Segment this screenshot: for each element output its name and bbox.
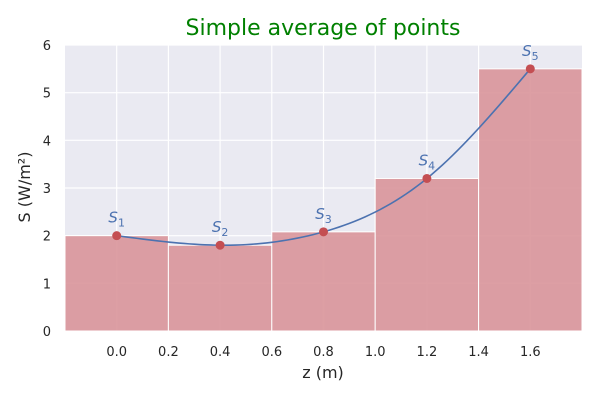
x-tick-label: 0.0 [106, 345, 127, 360]
point-label: S5 [522, 42, 539, 63]
bar [478, 68, 583, 332]
x-tick-label: 0.6 [261, 345, 282, 360]
chart-title: Simple average of points [186, 16, 461, 41]
data-point [319, 227, 328, 237]
bar [271, 231, 376, 332]
y-tick-label: 4 [43, 134, 51, 149]
data-point [422, 173, 432, 183]
x-axis-label: z (m) [302, 363, 344, 382]
y-tick-label: 2 [43, 230, 51, 245]
x-tick-labels: 0.0 0.2 0.4 0.6 0.8 1.0 1.2 1.4 1.6 [106, 345, 540, 360]
data-point [112, 231, 122, 241]
data-point [215, 240, 225, 250]
point-label: S3 [315, 205, 332, 226]
x-tick-label: 1.6 [520, 345, 541, 360]
x-tick-label: 1.0 [365, 345, 386, 360]
x-tick-label: 1.2 [417, 345, 438, 360]
bar [374, 177, 480, 332]
x-tick-label: 0.8 [313, 345, 334, 360]
data-point [525, 64, 535, 74]
x-tick-label: 0.4 [210, 345, 231, 360]
point-label: S2 [212, 218, 229, 239]
point-label: S4 [419, 151, 436, 172]
bar [64, 235, 169, 332]
y-tick-label: 0 [43, 325, 51, 340]
y-tick-label: 1 [43, 277, 51, 292]
bar [167, 244, 273, 332]
point-label: S1 [108, 209, 125, 230]
y-tick-labels: 0 1 2 3 4 5 6 [43, 39, 51, 340]
x-tick-label: 1.4 [468, 345, 489, 360]
y-tick-label: 5 [43, 87, 51, 102]
y-tick-label: 3 [43, 182, 51, 197]
x-tick-label: 0.2 [158, 345, 179, 360]
data-points: S1 S2 S3 S4 S5 [108, 42, 539, 250]
y-axis-label: S (W/m²) [15, 152, 34, 223]
y-tick-label: 6 [43, 39, 51, 54]
